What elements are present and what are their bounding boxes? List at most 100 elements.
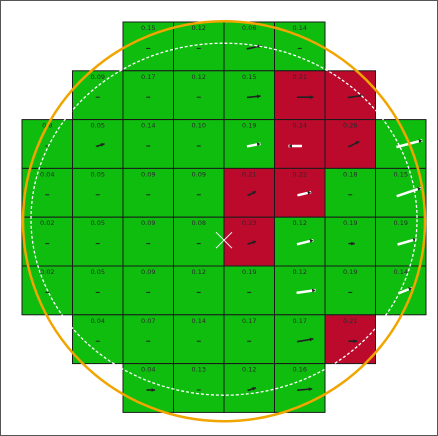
die-value: 0.09 <box>141 219 155 227</box>
die-value: 0.12 <box>293 268 307 276</box>
die-value: 0.02 <box>40 268 54 276</box>
die-value: 0.05 <box>91 170 105 178</box>
die-value: 0.07 <box>141 317 155 325</box>
die-value: 0.05 <box>91 219 105 227</box>
die-value: 0.19 <box>242 268 256 276</box>
die-value: 0.24 <box>293 122 307 130</box>
die-r6-c4 <box>223 314 275 365</box>
die-value: 0.12 <box>192 24 206 32</box>
die-r5-c2 <box>122 265 174 316</box>
die-r6-c6 <box>324 314 376 365</box>
die-value: 0.12 <box>192 73 206 81</box>
vector-arrowhead <box>309 239 314 243</box>
vector-arrowhead <box>309 337 314 342</box>
die-r7-c2 <box>122 363 174 413</box>
die-r4-c6 <box>324 216 376 267</box>
die-value: 0.04 <box>40 170 54 178</box>
die-value: 0.08 <box>192 219 206 227</box>
die-value: 0.16 <box>293 366 307 374</box>
die-r2-c1 <box>72 119 124 169</box>
die-value: 0.09 <box>141 268 155 276</box>
vector-arrowhead <box>307 191 312 195</box>
overlay-vectors <box>96 44 423 392</box>
vector-arrowhead <box>256 94 261 99</box>
vector-arrowhead <box>355 141 360 145</box>
die-r3-c1 <box>72 167 124 218</box>
die-value: 0.12 <box>293 219 307 227</box>
die-value: 0.04 <box>141 366 155 374</box>
die-r3-c2 <box>122 167 174 218</box>
die-value: 0.06 <box>242 24 256 32</box>
die-value: 0.12 <box>192 268 206 276</box>
die-r3-c5 <box>274 167 326 218</box>
die-value: 0.18 <box>343 170 357 178</box>
vector-arrowhead <box>417 187 422 191</box>
die-r6-c2 <box>122 314 174 365</box>
die-value: 0.14 <box>394 268 408 276</box>
vector-arrowhead <box>308 387 313 392</box>
die-value: 0.04 <box>91 317 105 325</box>
die-value: 0.05 <box>91 268 105 276</box>
vector-arrow-r3-c7 <box>396 186 422 198</box>
die-value: 0.21 <box>293 73 307 81</box>
die-r4-c3 <box>173 216 225 267</box>
vector-arrowhead <box>252 191 257 195</box>
wafer-outline-circle <box>21 19 427 423</box>
die-value: 0.09 <box>141 170 155 178</box>
vector-arrowhead <box>100 143 105 147</box>
die-r7-c3 <box>173 363 225 413</box>
die-r5-c6 <box>324 265 376 316</box>
die-value: 0.13 <box>192 366 206 374</box>
die-value: 0.21 <box>242 170 256 178</box>
die-r4-c2 <box>122 216 174 267</box>
die-value: 0.02 <box>40 219 54 227</box>
vector-arrowhead <box>252 240 257 245</box>
die-value: 0.15 <box>242 73 256 81</box>
die-value: 0.26 <box>343 122 357 130</box>
die-value: 0.05 <box>91 122 105 130</box>
vector-arrowhead <box>252 387 257 391</box>
die-value: 0.14 <box>192 317 206 325</box>
die-r2-c3 <box>173 119 225 169</box>
vector-arrowhead <box>309 95 314 100</box>
die-value: 0.12 <box>242 366 256 374</box>
die-grid: 0.15 0.12 0.06 0.140.09 0.17 0.12 0.15 0.210.8 0… <box>21 21 427 413</box>
die-r4-c7 <box>375 216 427 267</box>
die-r1-c3 <box>173 70 225 121</box>
die-r2-c2 <box>122 119 174 169</box>
vector-arrowhead <box>256 142 261 147</box>
vector-arrowhead <box>288 144 292 148</box>
vector-arrowhead <box>408 287 413 291</box>
die-r2-c5 <box>274 119 326 169</box>
die-r5-c4 <box>223 265 275 316</box>
die-value: 0.17 <box>242 317 256 325</box>
die-value: 0.21 <box>343 317 357 325</box>
die-value: 0.14 <box>293 24 307 32</box>
die-value: 0.17 <box>141 73 155 81</box>
die-r3-c6 <box>324 167 376 218</box>
die-r7-c4 <box>223 363 275 413</box>
vector-arrowhead <box>358 93 363 98</box>
wafer-center-cross <box>215 231 233 249</box>
die-value: 0.15 <box>141 24 155 32</box>
vector-arrowhead <box>418 139 423 144</box>
die-r4-c5 <box>274 216 326 267</box>
die-value: 0.19 <box>343 268 357 276</box>
die-r3-c3 <box>173 167 225 218</box>
die-value: 0.09 <box>91 73 105 81</box>
vector-arrowhead <box>353 339 358 344</box>
center-cross-line-1 <box>215 231 233 249</box>
die-value: 0.19 <box>343 219 357 227</box>
die-value: 0.17 <box>293 317 307 325</box>
vector-arrowhead <box>151 388 156 392</box>
die-r6-c1 <box>72 314 124 365</box>
die-r1-c5 <box>274 70 326 121</box>
die-value: 0.10 <box>192 122 206 130</box>
die-value: 0.09 <box>192 170 206 178</box>
die-r6-c3 <box>173 314 225 365</box>
die-value: 0.19 <box>242 122 256 130</box>
die-r5-c5 <box>274 265 326 316</box>
die-value: 0.14 <box>141 122 155 130</box>
die-r0-c4 <box>223 21 275 72</box>
